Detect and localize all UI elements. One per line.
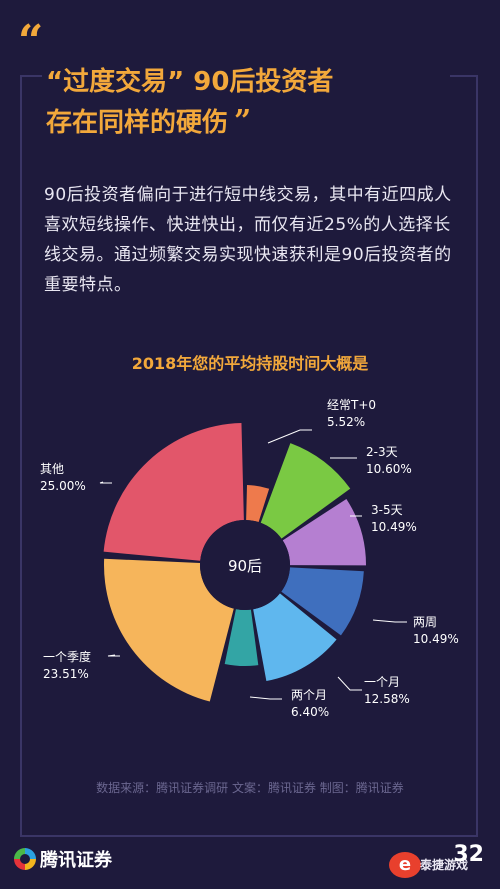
slice-label-3: 3-5天 xyxy=(371,503,403,517)
donut-slice-5 xyxy=(253,593,337,682)
slice-value-5: 12.58% xyxy=(364,692,410,706)
source-credits: 数据来源：腾讯证券调研 文案：腾讯证券 制图：腾讯证券 xyxy=(96,781,404,795)
opening-quote-mark: “ xyxy=(12,20,50,64)
donut-slice-7 xyxy=(103,558,234,702)
logo-icon xyxy=(14,848,36,870)
donut-slice-4 xyxy=(281,567,364,636)
page-title: “过度交易” 90后投资者 存在同样的硬伤” xyxy=(42,62,450,143)
donut-hole xyxy=(200,520,290,610)
slice-value-2: 10.60% xyxy=(366,462,412,476)
closing-quote-mark: ” xyxy=(234,104,252,139)
slice-label-7: 一个季度 xyxy=(43,649,91,664)
slice-value-6: 6.40% xyxy=(291,705,329,719)
leader-line-6 xyxy=(249,696,282,700)
slice-value-1: 5.52% xyxy=(327,415,365,429)
leader-line-7 xyxy=(107,654,120,657)
slice-label-4: 两周 xyxy=(413,615,437,629)
donut-slice-8 xyxy=(103,423,244,561)
body-paragraph: 90后投资者偏向于进行短中线交易，其中有近四成人喜欢短线操作、快进快出，而仅有近… xyxy=(44,185,452,295)
slice-label-1: 经常T+0 xyxy=(327,398,376,412)
donut-slice-6 xyxy=(224,609,259,666)
slice-label-2: 2-3天 xyxy=(366,445,398,459)
center-label: 90后 xyxy=(228,557,262,575)
title-line-2-text: 存在同样的硬伤 xyxy=(46,108,229,138)
slice-value-4: 10.49% xyxy=(413,632,459,646)
tencent-securities-logo: 腾讯证券 xyxy=(14,846,112,872)
donut-slice-1 xyxy=(246,485,270,523)
chart-title: 2018年您的平均持股时间大概是 xyxy=(131,354,369,373)
title-line-1: “过度交易” 90后投资者 xyxy=(46,67,334,97)
leader-line-4 xyxy=(372,619,407,623)
slice-label-6: 两个月 xyxy=(291,688,327,702)
title-line-2: 存在同样的硬伤” xyxy=(46,102,446,143)
slice-value-8: 25.00% xyxy=(40,479,86,493)
slice-value-3: 10.49% xyxy=(371,520,417,534)
donut-slice-2 xyxy=(260,443,351,539)
slice-label-5: 一个月 xyxy=(364,675,400,689)
page-number: 32 xyxy=(453,842,484,867)
brand-e-icon: e xyxy=(389,852,421,878)
leader-line-1 xyxy=(267,429,312,444)
watermark: 泰捷游戏 xyxy=(420,858,469,872)
leader-line-8 xyxy=(99,481,112,484)
donut-slice-3 xyxy=(282,498,366,566)
slice-label-8: 其他 xyxy=(40,462,64,476)
leader-line-5 xyxy=(337,676,362,691)
logo-text: 腾讯证券 xyxy=(40,850,112,871)
slice-value-7: 23.51% xyxy=(43,667,89,681)
